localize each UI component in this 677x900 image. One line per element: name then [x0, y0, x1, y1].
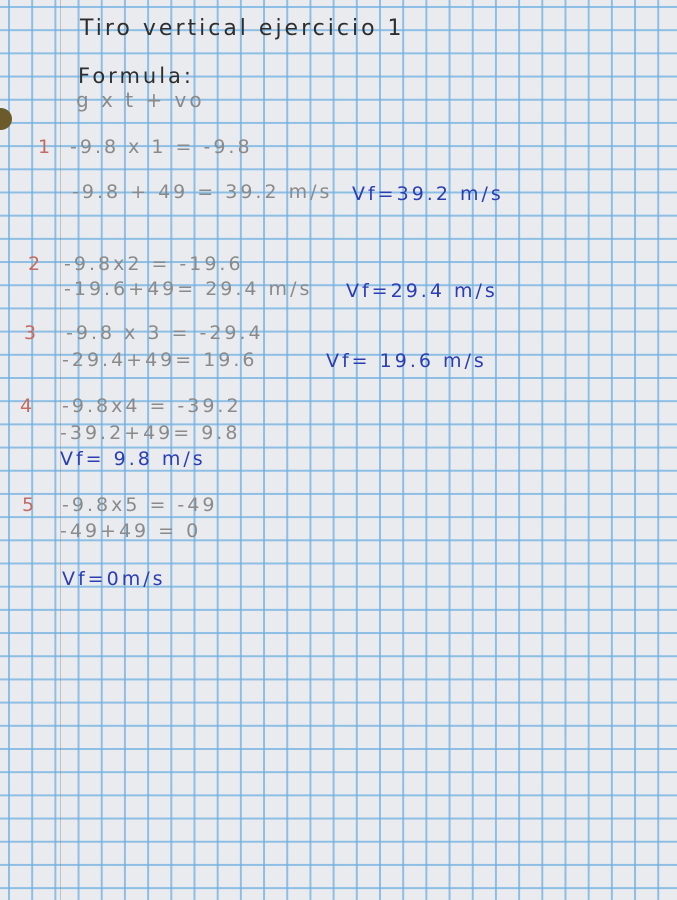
formula-label: Formula:	[78, 64, 194, 88]
exercise-result: Vf= 9.8 m/s	[60, 448, 206, 470]
exercise-result: Vf=29.4 m/s	[346, 280, 498, 302]
page-title: Tiro vertical ejercicio 1	[80, 16, 405, 41]
exercise-line: -9.8x4 = -39.2	[62, 395, 242, 417]
exercise-line: -9.8 x 3 = -29.4	[66, 322, 264, 344]
exercise-line: -9.8x5 = -49	[62, 494, 218, 516]
exercise-result: Vf= 19.6 m/s	[326, 350, 487, 372]
exercise-number: 3	[24, 322, 40, 344]
exercise-line: -29.4+49= 19.6	[62, 349, 258, 371]
exercise-line: -9.8 x 1 = -9.8	[70, 136, 253, 158]
exercise-number: 4	[20, 395, 36, 417]
exercise-line: -49+49 = 0	[60, 520, 202, 542]
exercise-line: -9.8 + 49 = 39.2 m/s	[72, 181, 333, 203]
exercise-line: -19.6+49= 29.4 m/s	[64, 278, 313, 300]
exercise-number: 1	[38, 136, 54, 158]
formula: g x t + vo	[76, 88, 205, 112]
exercise-result: Vf=39.2 m/s	[352, 183, 504, 205]
exercise-line: -39.2+49= 9.8	[60, 422, 241, 444]
binder-hole	[0, 108, 12, 130]
exercise-number: 5	[22, 494, 38, 516]
exercise-line: -9.8x2 = -19.6	[64, 253, 244, 275]
exercise-result: Vf=0m/s	[62, 568, 166, 590]
margin-line	[60, 0, 61, 900]
exercise-number: 2	[28, 253, 44, 275]
